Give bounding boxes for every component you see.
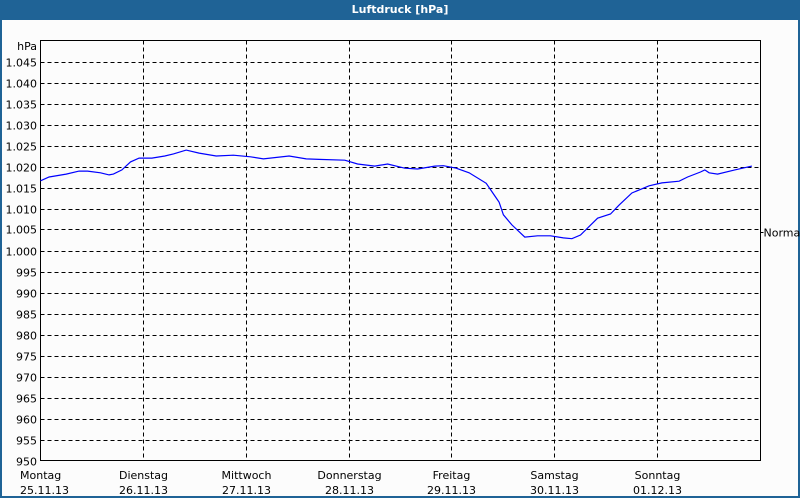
plot-frame [40, 40, 761, 461]
x-tick-day: Freitag [433, 469, 471, 482]
y-tick-label: 965 [16, 393, 37, 406]
y-tick-label: 1.035 [6, 99, 38, 112]
y-tick-label: 1.045 [6, 57, 38, 70]
y-tick-label: 1.020 [6, 162, 38, 175]
reference-label: Normal [764, 227, 800, 240]
x-tick-date: 30.11.13 [530, 484, 579, 497]
x-tick-date: 01.12.13 [633, 484, 682, 497]
x-tick-date: 27.11.13 [222, 484, 271, 497]
x-tick-day: Donnerstag [317, 469, 381, 482]
y-tick-label: 1.005 [6, 224, 38, 237]
y-tick-label: 1.030 [6, 120, 38, 133]
x-tick-date: 25.11.13 [20, 484, 69, 497]
x-tick-day: Sonntag [635, 469, 681, 482]
y-tick-label: 1.040 [6, 78, 38, 91]
y-tick-label: 1.025 [6, 141, 38, 154]
pressure-series-line [40, 149, 753, 240]
y-tick-label: 995 [16, 267, 37, 280]
x-tick-date: 26.11.13 [119, 484, 168, 497]
y-tick-label: 990 [16, 288, 37, 301]
y-tick-label: 950 [16, 456, 37, 469]
y-tick-label: 1.000 [6, 246, 38, 259]
y-tick-label: 955 [16, 435, 37, 448]
x-tick-date: 28.11.13 [325, 484, 374, 497]
window-title: Luftdruck [hPa] [0, 0, 800, 20]
y-tick-label: 975 [16, 351, 37, 364]
y-axis-unit-label: hPa [17, 40, 37, 53]
y-tick-label: 980 [16, 330, 37, 343]
x-tick-day: Mittwoch [222, 469, 272, 482]
y-tick-label: 1.015 [6, 183, 38, 196]
x-tick-day: Dienstag [119, 469, 168, 482]
y-tick-label: 960 [16, 414, 37, 427]
y-tick-label: 1.010 [6, 204, 38, 217]
x-tick-day: Montag [20, 469, 61, 482]
y-tick-label: 970 [16, 372, 37, 385]
x-tick-date: 29.11.13 [427, 484, 476, 497]
y-tick-label: 985 [16, 309, 37, 322]
x-tick-day: Samstag [530, 469, 578, 482]
